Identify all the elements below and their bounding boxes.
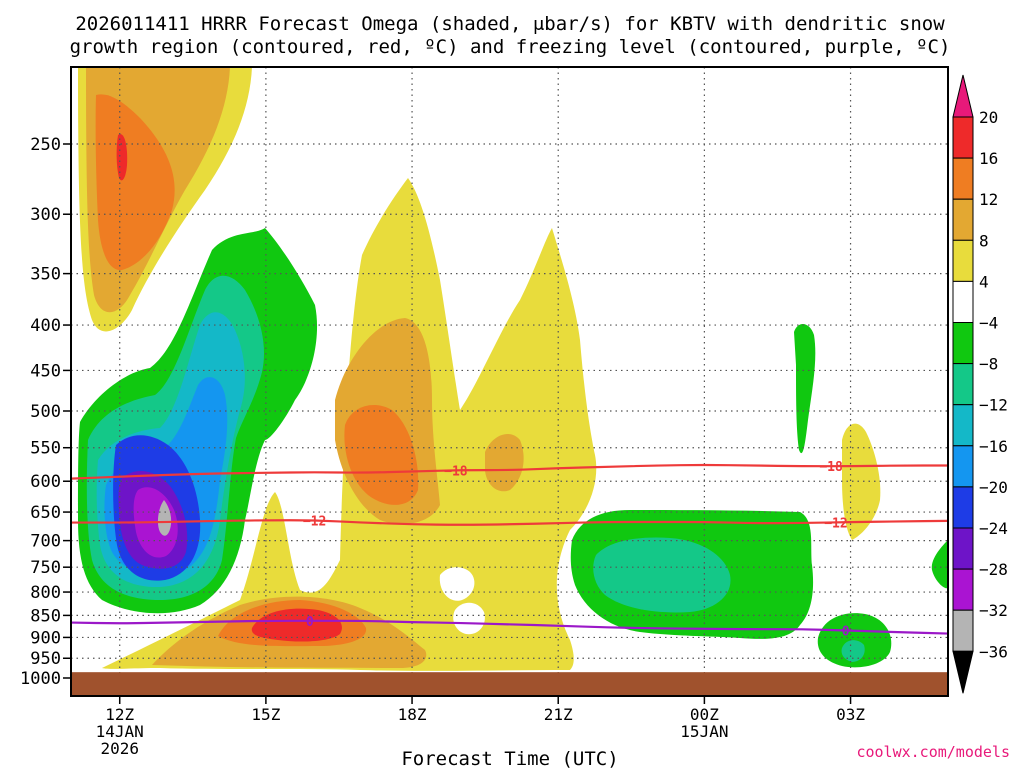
- colorbar-label-12: −32: [979, 601, 1008, 620]
- colorbar-label-5: −4: [979, 314, 998, 333]
- colorbar-label-1: 16: [979, 149, 998, 168]
- colorbar-label-3: 8: [979, 231, 989, 250]
- y-tick-label-700: 700: [30, 532, 61, 552]
- contour-dgz-top: [70, 463, 948, 480]
- terrain-surface: [71, 672, 948, 696]
- colorbar-label-7: −12: [979, 396, 1008, 415]
- credit-text: coolwx.com/models: [856, 743, 1010, 761]
- plot-area: −18 −18 −12 −12 0 0: [70, 66, 949, 697]
- y-tick-label-500: 500: [30, 402, 61, 422]
- colorbar-label-0: 20: [979, 108, 998, 127]
- y-tick-label-900: 900: [30, 628, 61, 648]
- colorbar-swatch-8to12: [952, 198, 974, 241]
- y-tick-label-600: 600: [30, 472, 61, 492]
- gridlines: [71, 67, 948, 696]
- colorbar: 20 16 12 8 4 −4 −8 −12 −16 −20 −24 −28 −32 −36: [952, 74, 1008, 694]
- y-tick-label-950: 950: [30, 649, 61, 669]
- shade-4to8-right-upper: [842, 423, 881, 540]
- colorbar-label-2: 12: [979, 190, 998, 209]
- shade-m8tom4-upper-thin: [794, 324, 816, 454]
- colorbar-bottom-arrow: [952, 650, 974, 694]
- y-tick-label-1000: 1000: [20, 669, 61, 689]
- x-tick-date-00Z: 15JAN: [680, 722, 728, 741]
- contour-freezing-level: [70, 619, 949, 635]
- y-tick-label-800: 800: [30, 583, 61, 603]
- shade-12to16-mid: [344, 405, 419, 505]
- colorbar-swatch-m32tom28: [952, 568, 974, 611]
- x-tick-year-12Z: 2026: [100, 739, 139, 758]
- colorbar-swatch-m16tom12: [952, 404, 974, 447]
- colorbar-swatch-m36tom32: [952, 609, 974, 652]
- colorbar-top-arrow: [952, 74, 974, 118]
- colorbar-swatch-16to20: [952, 116, 974, 159]
- colorbar-label-11: −28: [979, 560, 1008, 579]
- plot-frame: [70, 66, 949, 697]
- colorbar-label-13: −36: [979, 642, 1008, 661]
- x-tick-label-15Z: 15Z: [251, 705, 280, 724]
- y-tick-label-350: 350: [30, 265, 61, 285]
- contour-label-freezing-level-1: 0: [842, 624, 850, 639]
- shade-m12tom8-right-low: [841, 640, 865, 662]
- x-tick-label-03Z: 03Z: [836, 705, 865, 724]
- x-axis-title: Forecast Time (UTC): [401, 748, 618, 768]
- y-tick-label-850: 850: [30, 606, 61, 626]
- y-tick-label-550: 550: [30, 439, 61, 459]
- shade-m36tom32-left: [157, 500, 172, 536]
- y-axis: 2503003504004505005506006507007508008509…: [20, 135, 71, 689]
- shade-m12tom8-right-block: [593, 537, 731, 613]
- colorbar-swatch-m24tom20: [952, 486, 974, 529]
- colorbar-swatch-m20tom16: [952, 445, 974, 488]
- shade-16to20-low: [251, 608, 342, 642]
- shade-12to16-upper-left: [95, 94, 175, 271]
- contour-label-freezing-level-0: 0: [306, 615, 314, 630]
- colorbar-swatch-m28tom24: [952, 527, 974, 570]
- contour-label-dgz-top-1: −18: [819, 460, 843, 475]
- colorbar-label-9: −20: [979, 478, 1008, 497]
- shade-8to12-mid-right: [485, 433, 524, 492]
- contour-lines: −18 −18 −12 −12 0 0: [70, 460, 949, 639]
- y-tick-label-750: 750: [30, 558, 61, 578]
- colorbar-label-8: −16: [979, 437, 1008, 456]
- colorbar-swatch-m4to4: [952, 280, 974, 323]
- y-tick-label-250: 250: [30, 135, 61, 155]
- contour-label-dgz-bottom-1: −12: [824, 516, 847, 531]
- y-tick-label-450: 450: [30, 361, 61, 381]
- shade-neutral-hole-2: [453, 602, 485, 635]
- contour-label-dgz-top-0: −18: [444, 464, 468, 479]
- chart-title-line-1: 2026011411 HRRR Forecast Omega (shaded, …: [75, 13, 945, 35]
- colorbar-swatch-4to8: [952, 239, 974, 282]
- colorbar-swatch-12to16: [952, 157, 974, 200]
- colorbar-label-6: −8: [979, 355, 998, 374]
- omega-shading: [78, 67, 948, 671]
- y-tick-label-300: 300: [30, 205, 61, 225]
- x-tick-label-18Z: 18Z: [398, 705, 427, 724]
- colorbar-swatch-m12tom8: [952, 363, 974, 406]
- colorbar-swatch-m8tom4: [952, 322, 974, 365]
- colorbar-label-4: 4: [979, 272, 989, 291]
- y-tick-label-400: 400: [30, 316, 61, 336]
- contour-dgz-bottom: [70, 519, 949, 526]
- x-tick-label-21Z: 21Z: [544, 705, 573, 724]
- chart-title-line-2: growth region (contoured, red, ºC) and f…: [70, 36, 951, 58]
- shade-16to20-upper-left: [116, 134, 128, 181]
- shade-neutral-hole-1: [439, 567, 475, 601]
- colorbar-label-10: −24: [979, 519, 1008, 538]
- contour-label-dgz-bottom-0: −12: [303, 514, 326, 529]
- x-tick-label-00Z: 00Z: [690, 705, 719, 724]
- x-tick-label-12Z: 12Z: [105, 705, 134, 724]
- x-tick-date-12Z: 14JAN: [96, 722, 144, 741]
- y-tick-label-650: 650: [30, 503, 61, 523]
- shade-m8tom4-right-edge: [931, 540, 948, 589]
